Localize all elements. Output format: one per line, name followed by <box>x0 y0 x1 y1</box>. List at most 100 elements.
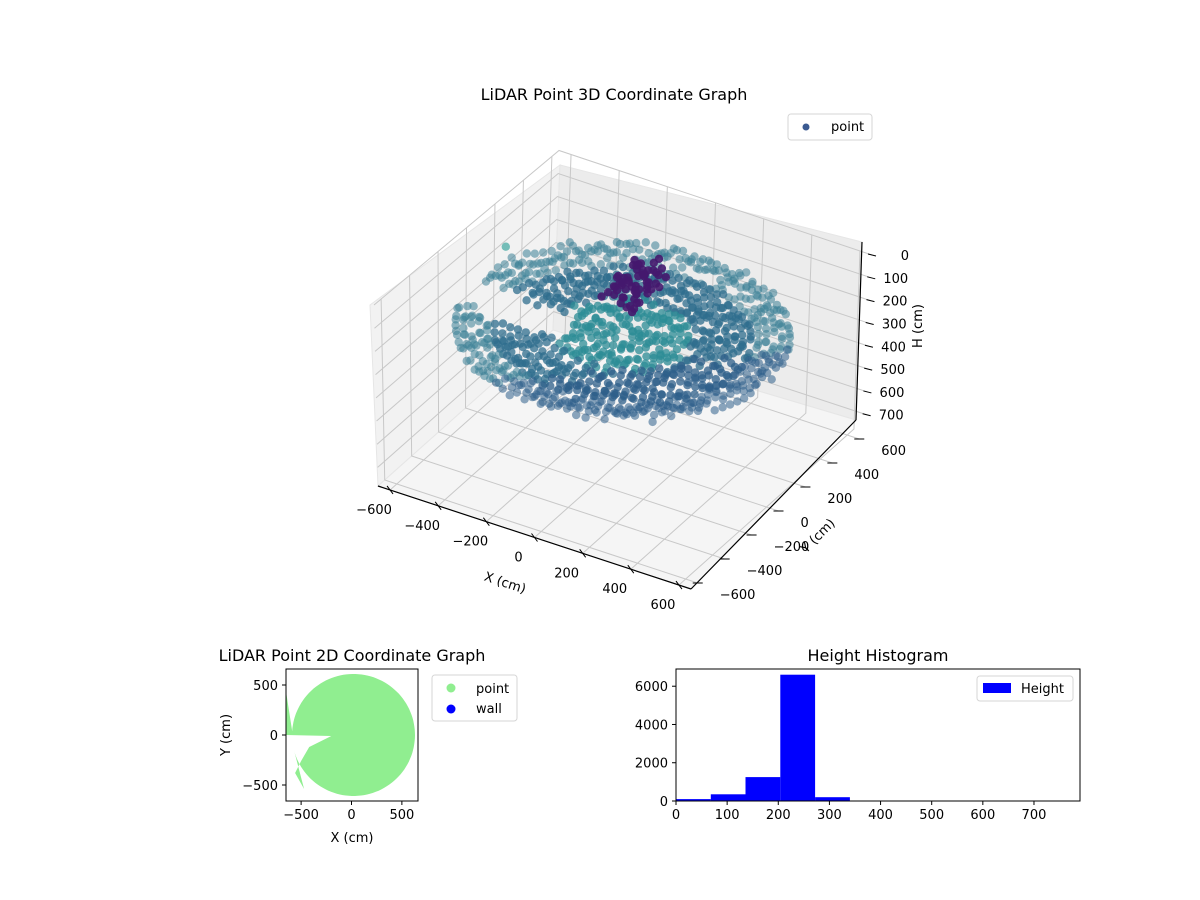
data-point <box>560 346 569 355</box>
data-point <box>628 332 637 341</box>
data-point <box>682 322 692 331</box>
data-point <box>702 313 711 322</box>
data-point <box>726 380 735 389</box>
plot-3d-title: LiDAR Point 3D Coordinate Graph <box>481 85 748 104</box>
x-tick-label-hist: 300 <box>817 808 842 823</box>
legend-3d-label: point <box>831 120 864 135</box>
data-point <box>684 371 693 380</box>
data-point <box>616 239 625 249</box>
data-point <box>577 395 586 405</box>
legend-3d-marker <box>802 123 810 131</box>
data-point <box>624 278 633 287</box>
data-point <box>675 294 684 303</box>
data-point <box>612 286 622 295</box>
data-point <box>615 279 624 289</box>
data-point <box>497 367 506 376</box>
data-point <box>785 333 795 342</box>
data-point <box>762 329 771 339</box>
data-point <box>777 332 787 341</box>
data-point <box>693 298 703 307</box>
data-point <box>658 318 667 328</box>
data-point <box>529 290 538 299</box>
data-point <box>686 258 696 267</box>
data-point <box>603 253 612 263</box>
data-point <box>724 277 733 287</box>
data-point <box>557 253 566 262</box>
data-point <box>668 403 677 412</box>
data-point <box>748 277 757 286</box>
data-point <box>629 408 638 417</box>
z-tick <box>863 390 872 394</box>
x-tick <box>531 533 538 542</box>
data-point <box>704 383 714 392</box>
data-point <box>467 312 476 322</box>
data-point <box>581 278 590 287</box>
point-cloud-2d <box>286 674 415 796</box>
data-point <box>522 249 531 258</box>
histogram-bars <box>676 674 850 801</box>
legend-histogram-swatch <box>983 683 1011 693</box>
data-point <box>627 307 637 317</box>
x-tick-label-3d: −200 <box>452 535 488 550</box>
data-point <box>695 265 704 274</box>
data-point <box>720 354 729 363</box>
z-tick-label-3d: 100 <box>883 272 908 287</box>
data-point <box>616 345 626 354</box>
data-point <box>610 359 619 368</box>
data-point <box>754 329 763 339</box>
data-point <box>570 301 579 310</box>
data-point <box>783 345 792 354</box>
data-point <box>649 353 658 363</box>
data-point <box>482 321 491 330</box>
data-point <box>635 372 645 382</box>
z-tick <box>867 253 877 257</box>
point-cloud-3d <box>451 238 795 427</box>
data-point <box>667 289 676 298</box>
x-tick-label-3d: 600 <box>651 598 676 613</box>
data-point <box>710 361 719 371</box>
data-point <box>729 322 738 331</box>
data-point <box>575 268 584 277</box>
data-point <box>781 309 790 319</box>
data-point <box>676 377 685 386</box>
data-point <box>521 328 530 337</box>
data-point <box>542 275 551 284</box>
data-point <box>649 258 658 267</box>
data-point <box>593 353 602 362</box>
plot-histogram: Height Histogram 0 100 200 300 400 500 600 7000… <box>635 646 1081 823</box>
data-point <box>757 372 767 382</box>
data-point <box>633 265 642 274</box>
data-point <box>518 342 527 352</box>
data-point <box>752 343 761 352</box>
data-point <box>690 354 699 364</box>
data-point <box>556 242 565 251</box>
data-point <box>642 378 651 387</box>
data-point <box>452 330 462 339</box>
data-point <box>466 356 475 365</box>
data-point <box>451 315 460 324</box>
data-point <box>577 311 587 320</box>
data-point <box>514 261 523 270</box>
data-point <box>609 262 618 271</box>
data-point <box>585 352 594 362</box>
data-point <box>530 344 539 353</box>
gridline <box>380 299 698 584</box>
data-point <box>535 284 544 293</box>
data-point <box>467 319 476 328</box>
data-point <box>710 406 719 415</box>
data-point <box>771 351 780 360</box>
data-point <box>739 386 748 396</box>
plot-3d: LiDAR Point 3D Coordinate Graph −600 −400… <box>356 85 926 613</box>
data-point <box>665 335 675 344</box>
data-point <box>490 319 500 329</box>
data-point <box>542 338 551 347</box>
legend-2d-marker-point <box>446 683 456 693</box>
data-point <box>702 399 711 408</box>
histogram-frame <box>675 668 1081 802</box>
data-point <box>467 343 476 352</box>
x-tick-label-2d: −500 <box>283 808 319 823</box>
gridline <box>630 234 813 570</box>
data-point <box>562 404 572 413</box>
data-point <box>690 390 699 399</box>
data-point <box>606 308 615 317</box>
